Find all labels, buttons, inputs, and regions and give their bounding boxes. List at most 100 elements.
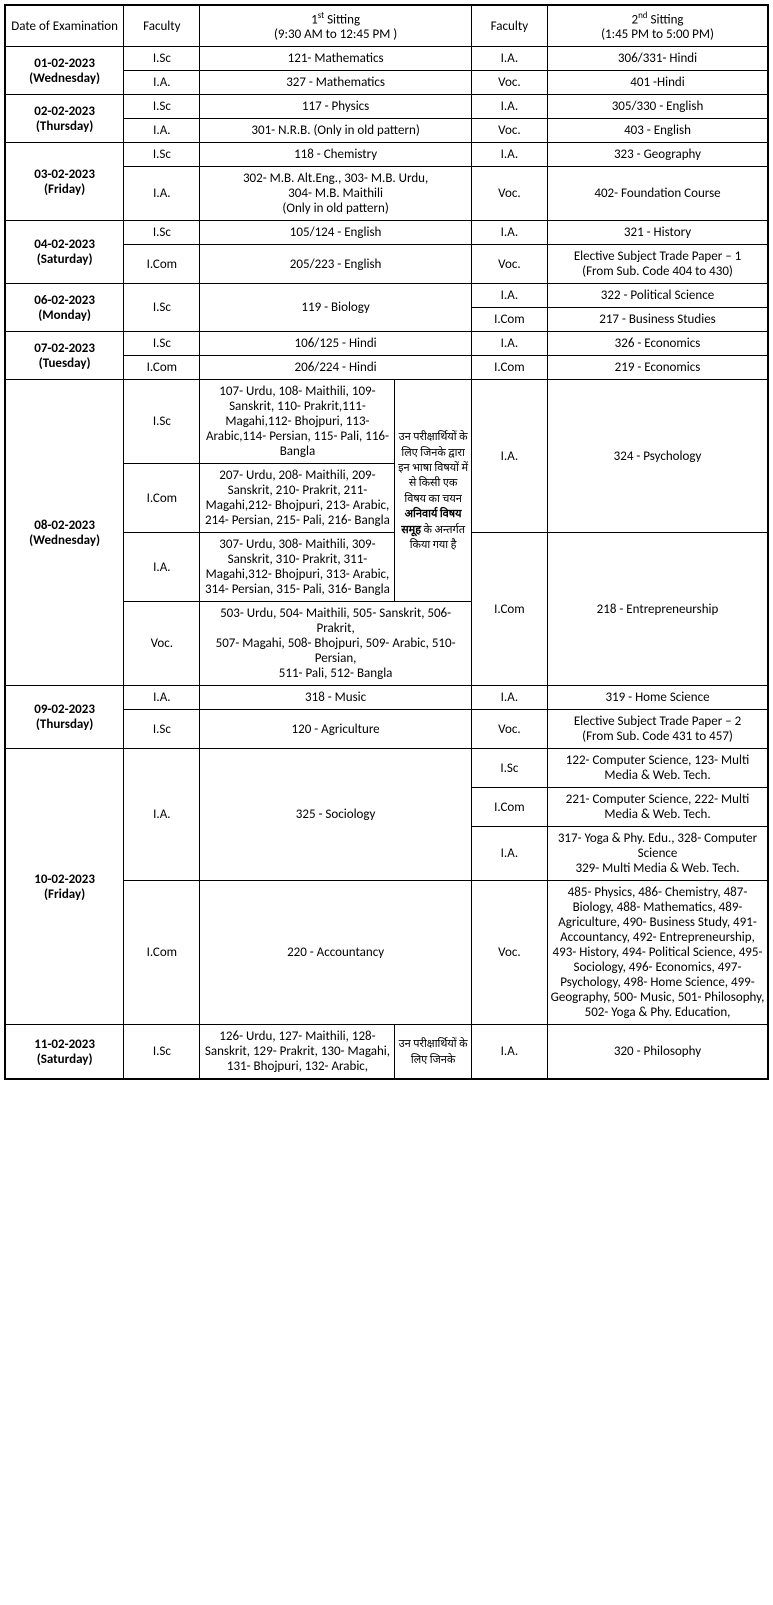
subject-cell: 122- Computer Science, 123- Multi Media … [548,749,768,788]
subject-cell: Elective Subject Trade Paper – 1(From Su… [548,245,768,284]
subject-cell: 402- Foundation Course [548,167,768,221]
faculty-cell: I.Com [471,788,547,827]
faculty-cell: I.A. [471,1025,547,1080]
faculty-cell: Voc. [471,167,547,221]
faculty-cell: I.Com [124,881,200,1025]
faculty-cell: I.Sc [124,47,200,71]
table-row: 01-02-2023(Wednesday) I.Sc 121- Mathemat… [5,47,768,71]
subject-cell: 317- Yoga & Phy. Edu., 328- Computer Sci… [548,827,768,881]
subject-cell: 302- M.B. Alt.Eng., 303- M.B. Urdu,304- … [200,167,471,221]
faculty-cell: I.Sc [124,1025,200,1080]
subject-cell: 220 - Accountancy [200,881,471,1025]
subject-cell: 401 -Hindi [548,71,768,95]
subject-cell: 106/125 - Hindi [200,332,471,356]
subject-cell: 117 - Physics [200,95,471,119]
faculty-cell: I.A. [471,95,547,119]
faculty-cell: I.Com [471,356,547,380]
faculty-cell: I.A. [124,533,200,602]
date-cell: 11-02-2023(Saturday) [5,1025,124,1080]
faculty-cell: I.Sc [124,95,200,119]
table-row: 03-02-2023(Friday) I.Sc 118 - Chemistry … [5,143,768,167]
faculty-cell: I.A. [471,284,547,308]
subject-cell: 119 - Biology [200,284,471,332]
faculty-cell: I.A. [471,380,547,533]
date-cell: 08-02-2023(Wednesday) [5,380,124,686]
table-row: 11-02-2023(Saturday) I.Sc 126- Urdu, 127… [5,1025,768,1080]
date-cell: 07-02-2023(Tuesday) [5,332,124,380]
faculty-cell: I.Sc [124,332,200,356]
faculty-cell: Voc. [471,881,547,1025]
faculty-cell: Voc. [471,71,547,95]
faculty-cell: I.Com [124,356,200,380]
note-cell: उन परीक्षार्थियों के लिए जिनके [395,1025,471,1080]
faculty-cell: I.A. [471,47,547,71]
subject-cell: 503- Urdu, 504- Maithili, 505- Sanskrit,… [200,602,471,686]
faculty-cell: I.Com [124,245,200,284]
date-cell: 09-02-2023(Thursday) [5,686,124,749]
table-row: 06-02-2023(Monday) I.Sc 119 - Biology I.… [5,284,768,308]
subject-cell: 105/124 - English [200,221,471,245]
subject-cell: 221- Computer Science, 222- Multi Media … [548,788,768,827]
faculty-cell: I.Com [124,464,200,533]
col-date: Date of Examination [5,5,124,47]
faculty-cell: I.A. [471,221,547,245]
table-row: 09-02-2023(Thursday) I.A. 318 - Music I.… [5,686,768,710]
subject-cell: 326 - Economics [548,332,768,356]
subject-cell: 403 - English [548,119,768,143]
subject-cell: 118 - Chemistry [200,143,471,167]
faculty-cell: I.Com [471,533,547,686]
subject-cell: 218 - Entrepreneurship [548,533,768,686]
subject-cell: Elective Subject Trade Paper – 2(From Su… [548,710,768,749]
subject-cell: 305/330 - English [548,95,768,119]
date-cell: 03-02-2023(Friday) [5,143,124,221]
table-row: 08-02-2023(Wednesday) I.Sc 107- Urdu, 10… [5,380,768,464]
subject-cell: 325 - Sociology [200,749,471,881]
faculty-cell: Voc. [124,602,200,686]
subject-cell: 126- Urdu, 127- Maithili, 128- Sanskrit,… [200,1025,395,1080]
col-sitting-2: 2nd Sitting (1:45 PM to 5:00 PM) [548,5,768,47]
table-row: 10-02-2023(Friday) I.A. 325 - Sociology … [5,749,768,788]
faculty-cell: I.A. [471,827,547,881]
faculty-cell: I.A. [124,749,200,881]
date-cell: 10-02-2023(Friday) [5,749,124,1025]
subject-cell: 320 - Philosophy [548,1025,768,1080]
subject-cell: 306/331- Hindi [548,47,768,71]
table-row: 04-02-2023(Saturday) I.Sc 105/124 - Engl… [5,221,768,245]
faculty-cell: Voc. [471,119,547,143]
table-row: 02-02-2023(Thursday) I.Sc 117 - Physics … [5,95,768,119]
subject-cell: 319 - Home Science [548,686,768,710]
date-cell: 06-02-2023(Monday) [5,284,124,332]
date-cell: 04-02-2023(Saturday) [5,221,124,284]
table-row: 07-02-2023(Tuesday) I.Sc 106/125 - Hindi… [5,332,768,356]
subject-cell: 322 - Political Science [548,284,768,308]
col-faculty-1: Faculty [124,5,200,47]
faculty-cell: I.Sc [124,710,200,749]
faculty-cell: I.A. [471,143,547,167]
subject-cell: 323 - Geography [548,143,768,167]
note-cell: उन परीक्षार्थियों के लिए जिनके द्वारा इन… [395,380,471,602]
header-row: Date of Examination Faculty 1st Sitting … [5,5,768,47]
subject-cell: 219 - Economics [548,356,768,380]
subject-cell: 324 - Psychology [548,380,768,533]
faculty-cell: I.A. [124,167,200,221]
date-cell: 01-02-2023(Wednesday) [5,47,124,95]
faculty-cell: I.A. [471,332,547,356]
subject-cell: 207- Urdu, 208- Maithili, 209- Sanskrit,… [200,464,395,533]
subject-cell: 217 - Business Studies [548,308,768,332]
subject-cell: 485- Physics, 486- Chemistry, 487- Biolo… [548,881,768,1025]
faculty-cell: I.Sc [124,143,200,167]
faculty-cell: I.A. [124,71,200,95]
exam-schedule-table: Date of Examination Faculty 1st Sitting … [4,4,769,1080]
subject-cell: 307- Urdu, 308- Maithili, 309- Sanskrit,… [200,533,395,602]
subject-cell: 120 - Agriculture [200,710,471,749]
col-faculty-2: Faculty [471,5,547,47]
subject-cell: 327 - Mathematics [200,71,471,95]
faculty-cell: Voc. [471,710,547,749]
col-sitting-1: 1st Sitting (9:30 AM to 12:45 PM ) [200,5,471,47]
faculty-cell: I.A. [124,686,200,710]
subject-cell: 318 - Music [200,686,471,710]
faculty-cell: I.Sc [471,749,547,788]
faculty-cell: I.Sc [124,221,200,245]
faculty-cell: I.Com [471,308,547,332]
date-cell: 02-02-2023(Thursday) [5,95,124,143]
